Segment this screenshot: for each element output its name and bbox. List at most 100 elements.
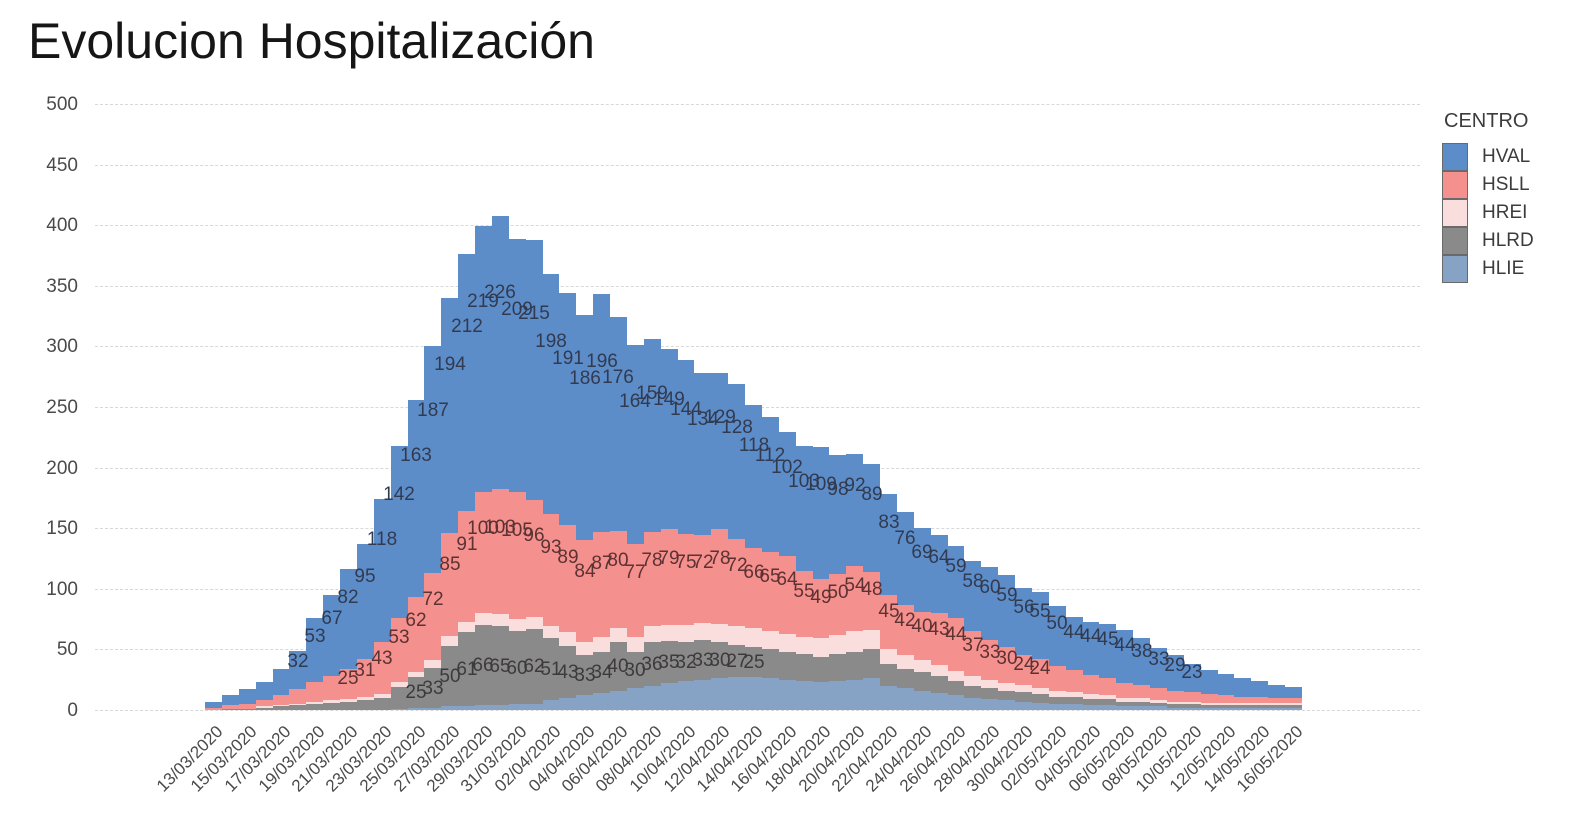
bar-segment-hsll [694,535,711,623]
bar-segment-hval [863,464,880,572]
bar-segment-hval [1201,670,1218,694]
bar-segment-hval [694,373,711,535]
bar-segment-hsll [1032,659,1049,688]
bar-segment-hrei [1218,703,1234,705]
bar-segment-hrei [661,625,678,641]
bar-segment-hlrd [559,646,576,698]
bar-segment-hlie [627,688,644,710]
bar-segment-hval [391,446,408,618]
bar-segment-hrei [610,628,627,642]
bar-segment-hval [762,417,779,552]
bar-segment-hsll [458,511,475,622]
bar-segment-hlrd [627,652,644,688]
bar-segment-hsll [408,597,424,672]
bar-segment-hlie [644,686,661,710]
bar-segment-hsll [829,574,846,635]
bar-segment-hlie [1015,702,1032,710]
bar-segment-hval [610,317,627,531]
bar-segment-hsll [627,544,644,637]
bar-segment-hrei [526,617,543,629]
bar-segment-hsll [256,700,273,706]
legend-item-hsll: HSLL [1442,170,1534,199]
bar-segment-hlie [1167,708,1184,710]
bar-segment-hval [256,682,273,700]
bar-segment-hsll [678,534,694,625]
bar-segment-hrei [492,614,509,626]
bar-segment-hlrd [998,691,1015,700]
bar-segment-hlrd [256,708,273,710]
bar-segment-hrei [1133,698,1150,702]
bar-segment-hval [661,349,678,529]
bar-segment-hlrd [458,632,475,706]
bar-segment-hlrd [914,672,931,691]
bar-segment-hrei [897,655,914,669]
bar-segment-hlie [846,680,863,710]
bar-segment-hval [880,494,897,595]
bar-segment-hsll [1268,698,1285,703]
bar-segment-hrei [475,613,492,625]
gridline [95,710,1420,711]
bar-segment-hlrd [711,642,728,678]
bar-segment-hsll [897,605,914,655]
bar-segment-hlie [391,709,408,710]
bar-segment-hval [1099,624,1116,678]
bar-segment-hrei [694,623,711,640]
bar-segment-hlrd [441,646,458,706]
bar-segment-hlie [526,704,543,710]
bar-segment-hlrd [981,688,998,699]
bar-segment-hsll [1083,675,1099,694]
bar-segment-hsll [492,489,509,614]
bar-segment-hsll [880,595,897,649]
bar-segment-hlie [1099,705,1116,710]
bar-segment-hsll [745,548,762,628]
legend-item-label: HLIE [1482,258,1525,279]
bar-segment-hrei [576,642,593,655]
bar-segment-hval [964,561,981,631]
bar-segment-hsll [813,579,829,638]
legend-swatch-hlrd [1442,226,1468,255]
bar-segment-hrei [391,682,408,687]
bar-segment-hsll [509,492,526,619]
bar-segment-hlrd [829,654,846,681]
bar-segment-hlie [543,700,559,710]
bar-segment-hlrd [745,647,762,677]
bar-segment-hsll [728,539,745,626]
bar-segment-hval [576,315,593,540]
bar-segment-hlrd [1083,699,1099,705]
bar-segment-hrei [289,704,306,705]
bar-segment-hlie [1218,708,1234,710]
bar-segment-hsll [948,618,964,671]
bar-segment-hval [424,346,441,573]
bar-segment-hlrd [1268,705,1285,708]
bar-segment-hlrd [880,664,897,686]
bar-segment-hrei [1285,703,1302,705]
bar-segment-hlrd [863,649,880,678]
bar-segment-hlrd [813,657,829,682]
bar-segment-hlrd [1285,705,1302,708]
bar-segment-hlie [728,677,745,710]
bar-segment-hval [441,298,458,533]
y-tick-label: 0 [67,700,78,721]
bar-segment-hlrd [846,652,863,680]
y-tick-label: 350 [46,276,78,297]
bar-segment-hval [593,294,610,532]
bar-segment-hrei [762,631,779,649]
legend-item-hlrd: HLRD [1442,226,1534,255]
bar-segment-hrei [931,665,948,676]
bar-segment-hrei [323,700,340,703]
legend-swatch-hsll [1442,170,1468,199]
bar-segment-hlie [779,680,796,710]
bar-segment-hsll [273,695,289,705]
bar-segment-hsll [239,704,256,709]
bar-segment-hsll [559,525,576,632]
bar-segment-hrei [559,632,576,646]
bar-segment-hlie [981,699,998,710]
bar-segment-hval [1049,606,1066,666]
bar-segment-hval [897,512,914,605]
bar-segment-hlie [458,706,475,710]
bar-segment-hval [1150,648,1167,688]
bar-segment-hval [745,405,762,548]
bar-segment-hrei [711,624,728,642]
bar-segment-hrei [273,705,289,706]
bar-segment-hval [796,446,813,571]
